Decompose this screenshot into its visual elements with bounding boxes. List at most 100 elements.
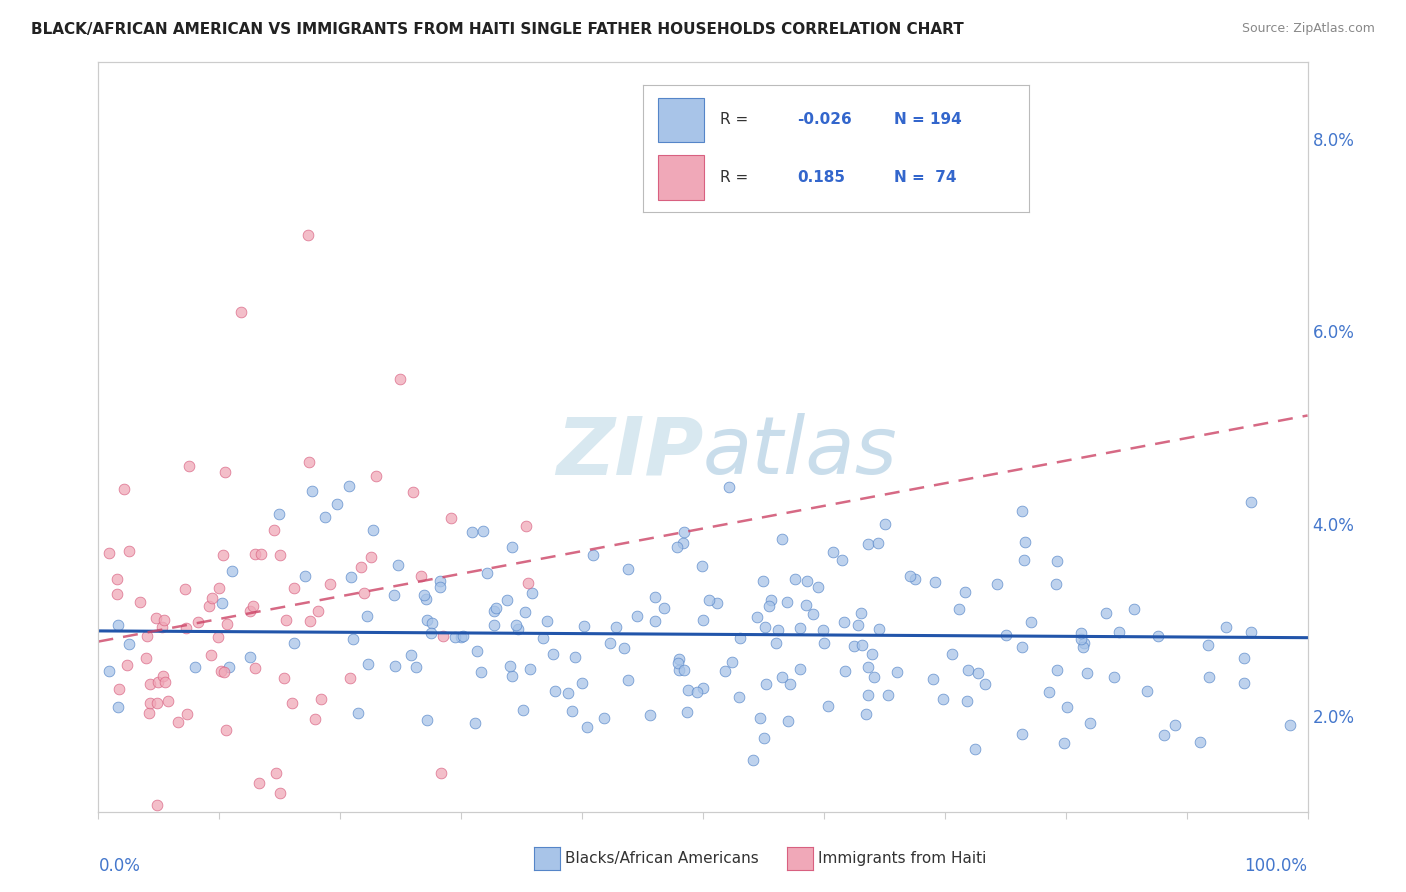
Point <box>965 742 987 756</box>
Point <box>752 731 775 746</box>
Point <box>399 648 422 662</box>
Point <box>713 664 735 678</box>
Point <box>360 550 382 565</box>
Point <box>1197 638 1219 652</box>
Point <box>176 707 198 722</box>
Point <box>118 637 141 651</box>
Point <box>575 721 598 735</box>
Point <box>1076 665 1098 680</box>
Point <box>420 625 443 640</box>
Point <box>1240 625 1263 640</box>
Point <box>520 586 543 600</box>
Point <box>697 592 720 607</box>
Point <box>846 617 869 632</box>
Point <box>139 696 162 710</box>
Point <box>263 523 285 537</box>
Point <box>1070 632 1092 647</box>
Point <box>420 615 443 630</box>
Point <box>115 657 138 672</box>
Point <box>314 510 336 524</box>
Point <box>745 609 768 624</box>
Point <box>592 711 614 725</box>
Point <box>1136 683 1159 698</box>
Point <box>770 532 793 546</box>
Point <box>995 628 1018 642</box>
Point <box>1038 685 1060 699</box>
Point <box>505 617 527 632</box>
Point <box>692 613 714 627</box>
Point <box>572 618 595 632</box>
Point <box>886 665 908 679</box>
Point <box>1045 577 1067 591</box>
Point <box>388 372 411 386</box>
Point <box>519 662 541 676</box>
Point <box>796 574 818 588</box>
Point <box>207 630 229 644</box>
Point <box>139 677 162 691</box>
Point <box>506 622 529 636</box>
Point <box>851 639 873 653</box>
Point <box>326 497 349 511</box>
Point <box>794 598 817 612</box>
Point <box>860 647 883 661</box>
Point <box>108 681 131 696</box>
Point <box>146 696 169 710</box>
Point <box>626 608 648 623</box>
Point <box>339 671 361 685</box>
Point <box>1102 670 1125 684</box>
Point <box>401 485 423 500</box>
Point <box>956 663 979 677</box>
Point <box>157 694 180 708</box>
Point <box>849 606 872 620</box>
Point <box>515 606 537 620</box>
Point <box>304 712 326 726</box>
Point <box>1070 626 1092 640</box>
Point <box>356 608 378 623</box>
Point <box>1011 640 1033 655</box>
Text: 0.0%: 0.0% <box>98 856 141 875</box>
Point <box>283 581 305 595</box>
Point <box>517 575 540 590</box>
Point <box>673 524 696 539</box>
Point <box>599 636 621 650</box>
Point <box>1095 606 1118 620</box>
Point <box>1073 636 1095 650</box>
Point <box>605 620 627 634</box>
Point <box>415 592 437 607</box>
Point <box>900 569 922 583</box>
Point <box>208 581 231 595</box>
Point <box>416 613 439 627</box>
Point <box>212 548 235 562</box>
Point <box>1278 718 1301 732</box>
Point <box>105 587 128 601</box>
Point <box>1078 715 1101 730</box>
Point <box>198 599 221 613</box>
Text: 100.0%: 100.0% <box>1244 856 1308 875</box>
Point <box>231 305 253 319</box>
Point <box>281 697 304 711</box>
Point <box>571 676 593 690</box>
Point <box>821 544 844 558</box>
Point <box>201 591 224 605</box>
Point <box>209 665 232 679</box>
Point <box>366 468 388 483</box>
Point <box>1046 554 1069 568</box>
Point <box>1011 726 1033 740</box>
Point <box>1233 675 1256 690</box>
Point <box>665 541 688 555</box>
Point <box>107 700 129 714</box>
Point <box>721 655 744 669</box>
Point <box>432 629 454 643</box>
Point <box>924 575 946 590</box>
Point <box>217 617 239 632</box>
Point <box>844 639 866 653</box>
Point <box>152 669 174 683</box>
Point <box>1164 718 1187 732</box>
Point <box>948 602 970 616</box>
Text: Blacks/African Americans: Blacks/African Americans <box>565 852 759 866</box>
Point <box>297 228 319 243</box>
Point <box>672 535 695 549</box>
Point <box>531 632 554 646</box>
Point <box>342 632 364 646</box>
Point <box>758 599 780 614</box>
